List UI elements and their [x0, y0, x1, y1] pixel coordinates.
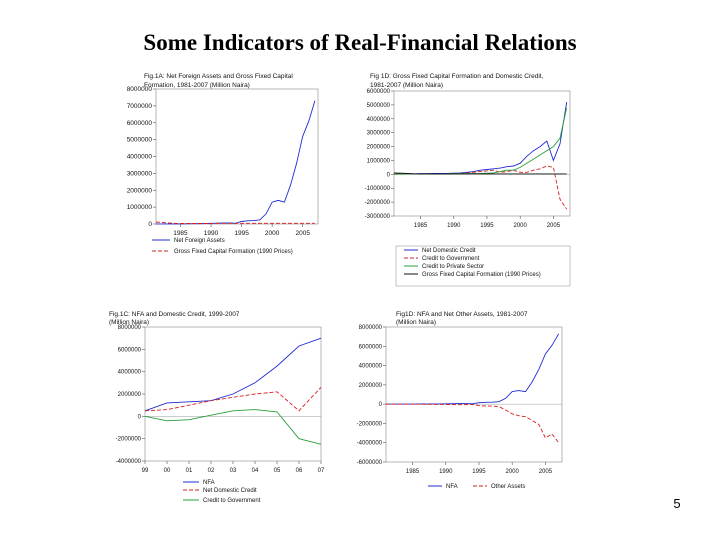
- x-tick-label: 2000: [265, 230, 280, 237]
- x-tick-label: 1985: [173, 230, 188, 237]
- y-tick-label: 0: [148, 221, 152, 228]
- legend-label: Other Assets: [491, 484, 525, 490]
- y-tick-label: -4000000: [116, 459, 142, 465]
- y-tick-label: 8000000: [359, 325, 383, 331]
- y-tick-label: 1000000: [127, 204, 153, 211]
- x-tick-label: 1985: [406, 469, 420, 475]
- plot-frame: [393, 90, 571, 217]
- y-tick-label: -6000000: [357, 460, 383, 466]
- chart-1a-nfa-gfcf: Fig.1A: Net Foreign Assets and Gross Fix…: [127, 73, 319, 255]
- chart-title-line: Formation, 1981-2007 (Million Naira): [144, 82, 250, 89]
- chart-1d-nfa-other-assets: Fig1D: NFA and Net Other Assets, 1981-20…: [357, 311, 563, 490]
- y-tick-label: 0: [387, 172, 391, 178]
- x-tick-label: 2005: [539, 469, 553, 475]
- series-line-3: [393, 172, 567, 175]
- series-line-1: [155, 221, 315, 224]
- chart-1c-nfa-domestic-credit: Fig.1C: NFA and Domestic Credit, 1999-20…: [109, 311, 325, 504]
- y-tick-label: 7000000: [127, 103, 153, 110]
- legend-label: Credit to Private Sector: [422, 264, 484, 270]
- y-tick-label: -2000000: [365, 200, 391, 206]
- x-tick-label: 1995: [234, 230, 249, 237]
- plot-frame: [155, 88, 319, 225]
- y-tick-label: -4000000: [357, 441, 383, 447]
- legend-box: [395, 245, 571, 287]
- series-line-2: [394, 107, 568, 175]
- x-tick-label: 1990: [447, 223, 461, 229]
- chart-title-line: 1981-2007 (Million Naira): [370, 82, 443, 89]
- legend-label: NFA: [446, 484, 458, 490]
- x-tick-label: 1995: [472, 469, 486, 475]
- series-line-0: [386, 333, 560, 405]
- y-tick-label: 8000000: [127, 86, 153, 93]
- legend-label: Gross Fixed Capital Formation (1990 Pric…: [422, 272, 541, 278]
- legend-label: Net Domestic Credit: [422, 248, 476, 254]
- legend-label: Credit to Government: [422, 256, 480, 262]
- x-tick-label: 1990: [439, 469, 453, 475]
- y-tick-label: 4000000: [118, 370, 142, 376]
- y-tick-label: 0: [379, 402, 383, 408]
- y-tick-label: 2000000: [367, 145, 391, 151]
- x-tick-label: 1995: [480, 223, 494, 229]
- chart-title-line: Fig1D: NFA and Net Other Assets, 1981-20…: [396, 311, 528, 318]
- legend-label: NFA: [203, 480, 215, 486]
- x-tick-label: 02: [208, 468, 215, 474]
- y-tick-label: 2000000: [118, 392, 142, 398]
- y-tick-label: 6000000: [367, 89, 391, 95]
- y-tick-label: 4000000: [367, 117, 391, 123]
- legend-label: Net Domestic Credit: [203, 488, 257, 494]
- y-tick-label: 0: [138, 414, 142, 420]
- chart-title-line: Fig.1A: Net Foreign Assets and Gross Fix…: [144, 73, 293, 80]
- y-tick-label: -2000000: [357, 421, 383, 427]
- y-tick-label: 4000000: [127, 154, 153, 161]
- y-tick-label: 3000000: [367, 131, 391, 137]
- y-tick-label: 3000000: [127, 170, 153, 177]
- series-line-0: [144, 337, 322, 412]
- x-tick-label: 01: [186, 468, 193, 474]
- series-line-1: [393, 165, 568, 210]
- slide-title: Some Indicators of Real-Financial Relati…: [143, 30, 577, 55]
- legend-label: Credit to Government: [203, 498, 261, 504]
- chart-title-line: Fig 1D: Gross Fixed Capital Formation an…: [370, 73, 544, 80]
- x-tick-label: 1990: [204, 230, 219, 237]
- chart-title-line: Fig.1C: NFA and Domestic Credit, 1999-20…: [109, 311, 240, 318]
- series-line-2: [144, 409, 322, 445]
- series-line-1: [144, 386, 322, 412]
- x-tick-label: 04: [252, 468, 259, 474]
- x-tick-label: 2005: [547, 223, 561, 229]
- plot-frame: [385, 326, 563, 463]
- x-tick-label: 05: [274, 468, 281, 474]
- legend-label: Gross Fixed Capital Formation (1990 Pric…: [174, 249, 293, 255]
- x-tick-label: 03: [230, 468, 237, 474]
- y-tick-label: -2000000: [116, 437, 142, 443]
- x-tick-label: 06: [296, 468, 303, 474]
- x-tick-label: 2005: [295, 230, 310, 237]
- legend-label: Net Foreign Assets: [174, 238, 225, 244]
- chart-1d-gfcf-domestic-credit: Fig 1D: Gross Fixed Capital Formation an…: [365, 73, 571, 287]
- series-line-1: [386, 403, 560, 443]
- y-tick-label: 4000000: [359, 364, 383, 370]
- y-tick-label: 6000000: [359, 344, 383, 350]
- y-tick-label: 5000000: [367, 103, 391, 109]
- y-tick-label: 2000000: [359, 383, 383, 389]
- y-tick-label: 1000000: [367, 158, 391, 164]
- y-tick-label: 6000000: [118, 347, 142, 353]
- x-tick-label: 1985: [414, 223, 428, 229]
- y-tick-label: -3000000: [365, 214, 391, 220]
- page-number: 5: [673, 496, 681, 511]
- x-tick-label: 07: [318, 468, 325, 474]
- x-tick-label: 2000: [514, 223, 528, 229]
- y-tick-label: 6000000: [127, 120, 153, 127]
- series-line-0: [156, 100, 316, 225]
- chart-title-line: (Million Naira): [109, 319, 149, 326]
- y-tick-label: 8000000: [118, 325, 142, 331]
- y-tick-label: 5000000: [127, 137, 153, 144]
- y-tick-label: 2000000: [127, 187, 153, 194]
- chart-title-line: (Million Naira): [396, 319, 436, 326]
- series-line-0: [393, 102, 568, 175]
- x-tick-label: 2000: [506, 469, 520, 475]
- y-tick-label: -1000000: [365, 186, 391, 192]
- x-tick-label: 00: [164, 468, 171, 474]
- x-tick-label: 99: [142, 468, 149, 474]
